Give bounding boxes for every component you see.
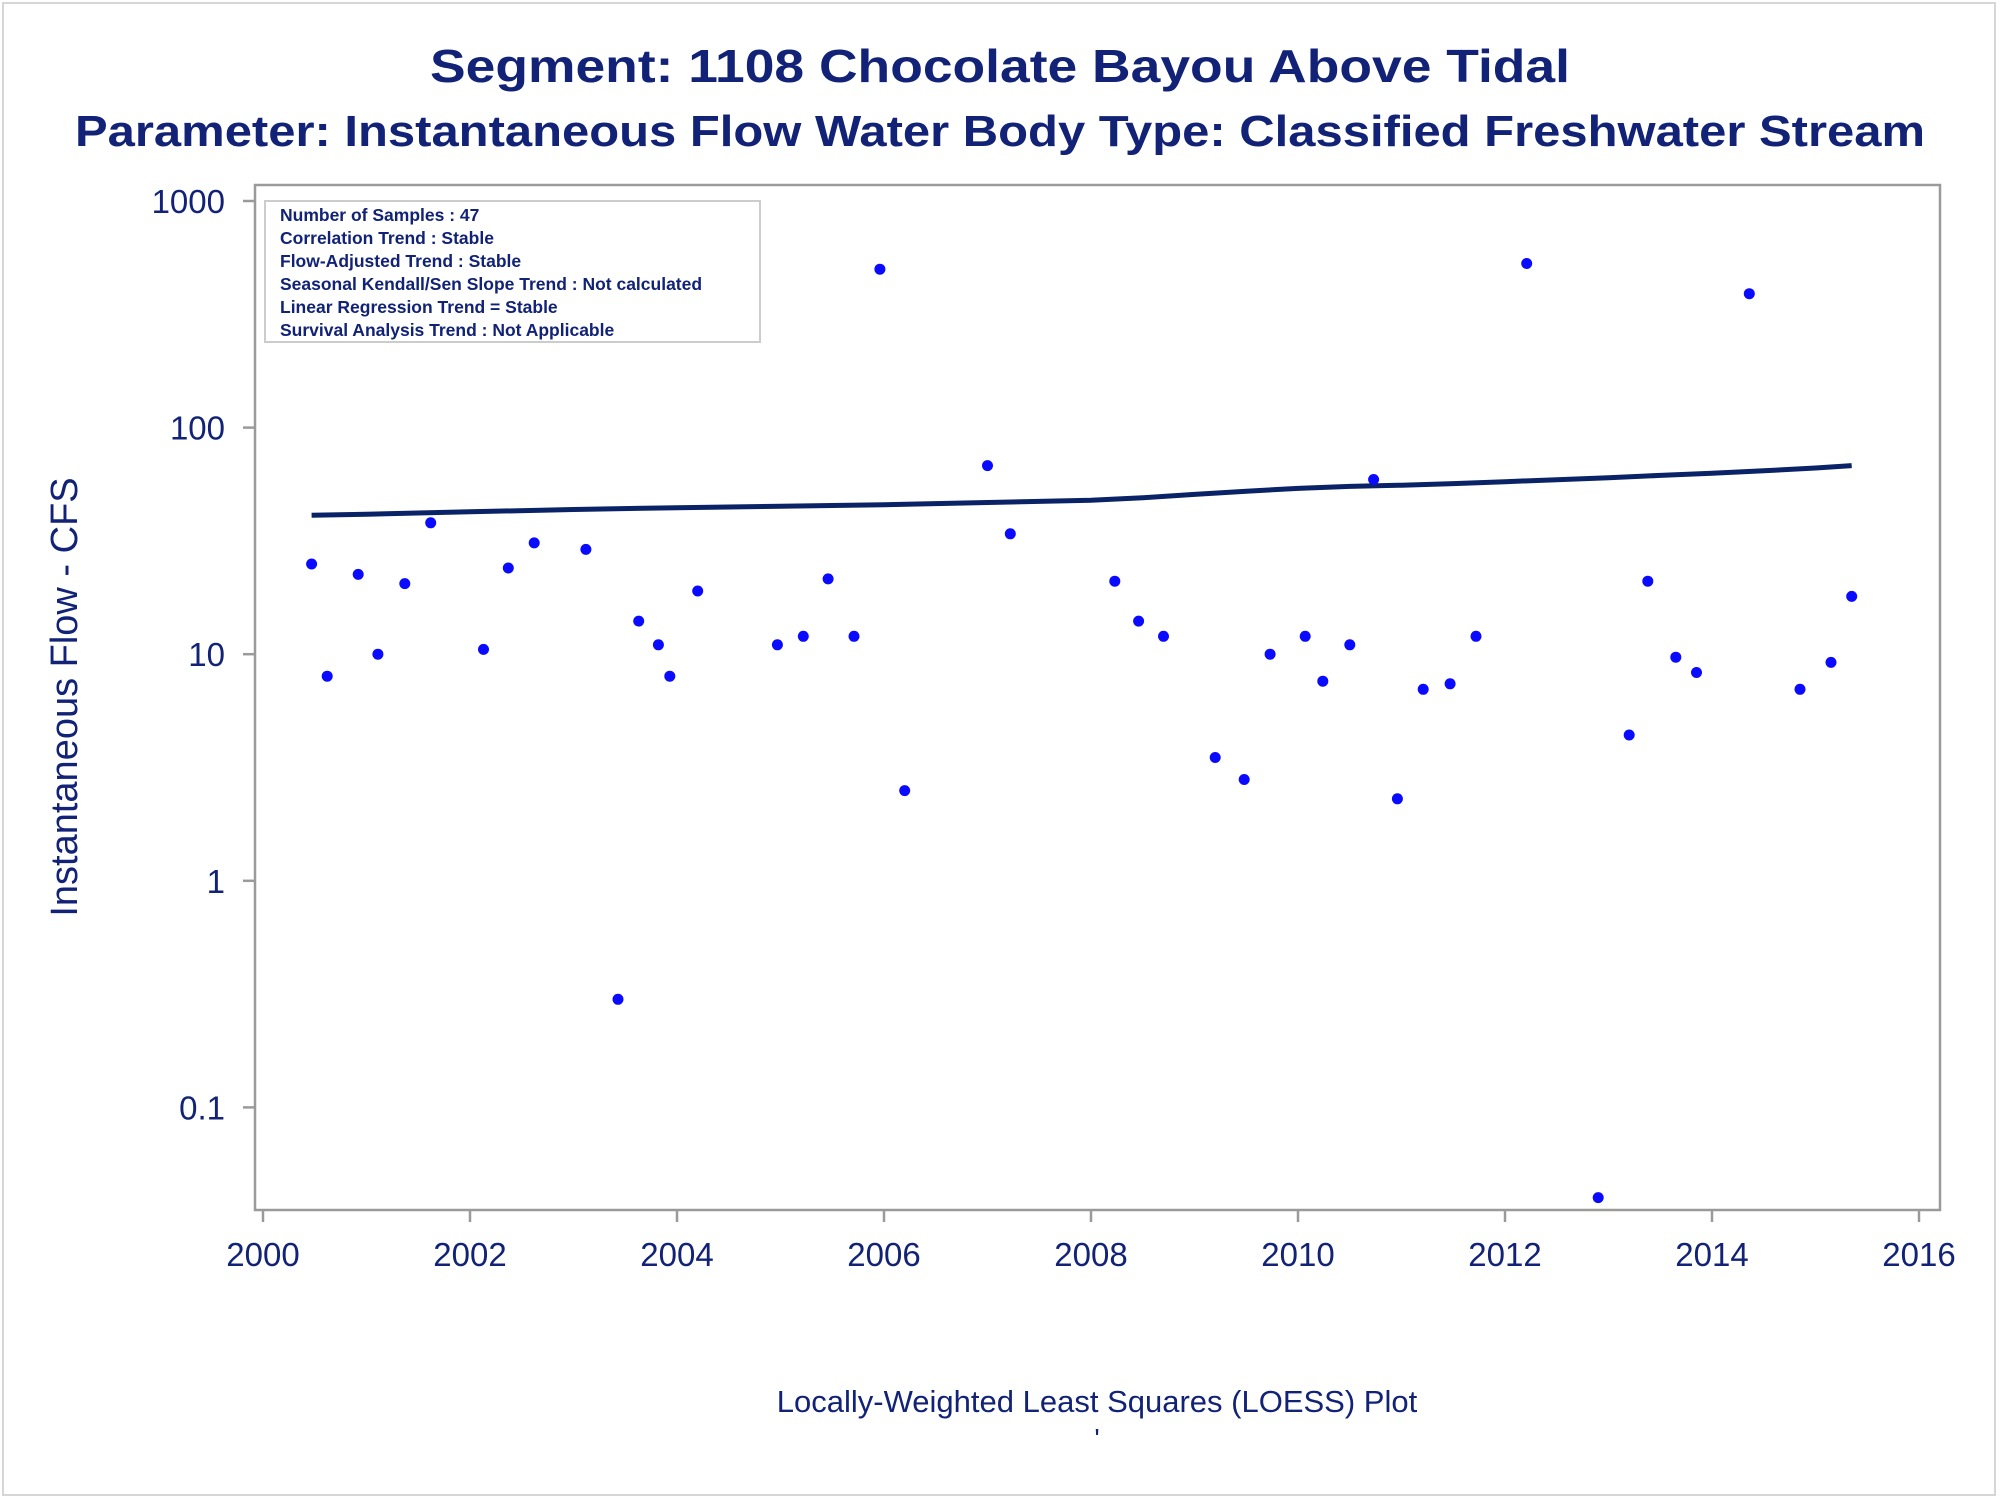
sample-point — [848, 630, 860, 642]
stats-line-survival: Survival Analysis Trend : Not Applicable — [280, 320, 614, 340]
stats-line-linear-regression: Linear Regression Trend = Stable — [280, 297, 558, 317]
x-tick-label: 2012 — [1468, 1236, 1541, 1273]
sample-point — [502, 562, 514, 574]
sample-point — [1592, 1192, 1604, 1204]
sample-point — [612, 993, 624, 1005]
sample-point — [1825, 656, 1837, 668]
sample-point — [1238, 774, 1250, 785]
sample-point — [306, 558, 318, 570]
sample-point — [664, 670, 676, 682]
sample-point — [1317, 675, 1329, 687]
sample-point — [1670, 651, 1682, 663]
y-tick-label: 10 — [188, 636, 225, 673]
sample-point — [771, 639, 783, 651]
y-axis: 0.1 1 10 100 1000 — [152, 183, 255, 1126]
stats-line-seasonal-kendall: Seasonal Kendall/Sen Slope Trend : Not c… — [280, 274, 702, 294]
sample-point — [1133, 615, 1145, 627]
chart-title: Segment: 1108 Chocolate Bayou Above Tida… — [430, 40, 1570, 92]
sample-point — [580, 543, 592, 555]
sample-point — [1794, 683, 1806, 695]
sample-point — [899, 785, 911, 797]
y-axis-label: Instantaneous Flow - CFS — [44, 477, 86, 916]
sample-point — [1623, 729, 1635, 741]
sample-point — [822, 573, 834, 585]
sample-point — [372, 648, 384, 660]
stats-box-border — [264, 200, 761, 343]
sample-point — [1470, 630, 1482, 642]
y-tick-label: 1000 — [152, 183, 225, 220]
y-tick-label: 100 — [170, 410, 225, 447]
sample-point — [1004, 528, 1016, 540]
sample-point — [1209, 752, 1221, 763]
sample-point — [1344, 639, 1356, 651]
sample-point — [1368, 474, 1380, 485]
footnote-mark: ' — [1094, 1423, 1099, 1454]
x-tick-label: 2010 — [1261, 1236, 1334, 1273]
sample-point — [425, 517, 437, 529]
data-marks — [306, 258, 1858, 1204]
sample-point — [528, 537, 540, 549]
sample-point — [652, 639, 664, 651]
y-tick-label: 0.1 — [179, 1089, 225, 1126]
x-axis-label: Locally-Weighted Least Squares (LOESS) P… — [777, 1384, 1418, 1419]
stats-line-samples: Number of Samples : 47 — [280, 205, 479, 225]
sample-point — [1109, 575, 1121, 587]
loess-trend-line — [311, 463, 1852, 518]
sample-point — [1417, 683, 1429, 695]
sample-point — [874, 263, 886, 275]
sample-point — [1158, 630, 1169, 642]
x-tick-label: 2008 — [1054, 1236, 1127, 1273]
x-tick-label: 2006 — [847, 1236, 920, 1273]
sample-point — [1299, 630, 1311, 642]
sample-point — [1444, 678, 1456, 690]
sample-point — [321, 670, 333, 682]
stats-box: Number of Samples : 47 Correlation Trend… — [264, 200, 761, 343]
stats-line-flow-adjusted: Flow-Adjusted Trend : Stable — [280, 251, 521, 271]
x-tick-label: 2016 — [1882, 1236, 1955, 1273]
sample-point — [1521, 258, 1533, 269]
sample-point — [1642, 575, 1654, 587]
plot-area — [253, 183, 1942, 1212]
x-tick-label: 2014 — [1675, 1236, 1748, 1273]
stats-line-correlation: Correlation Trend : Stable — [280, 228, 494, 248]
sample-point — [797, 630, 809, 642]
x-tick-label: 2002 — [433, 1236, 506, 1273]
sample-point — [633, 615, 645, 627]
x-tick-label: 2004 — [640, 1236, 713, 1273]
x-axis: 2000 2002 2004 2006 2008 2010 2012 2014 2016 — [226, 1210, 1956, 1273]
sample-point — [692, 585, 704, 597]
sample-point — [1264, 648, 1276, 660]
sample-point — [1691, 667, 1702, 678]
sample-point — [982, 460, 993, 472]
sample-point — [1391, 793, 1403, 805]
x-tick-label: 2000 — [226, 1236, 299, 1273]
sample-point — [1743, 288, 1755, 300]
y-tick-label: 1 — [207, 863, 225, 900]
sample-point — [478, 643, 489, 655]
chart-subtitle: Parameter: Instantaneous Flow Water Body… — [75, 107, 1925, 156]
sample-point — [1846, 590, 1858, 602]
sample-point — [352, 568, 364, 580]
sample-point — [399, 578, 411, 590]
